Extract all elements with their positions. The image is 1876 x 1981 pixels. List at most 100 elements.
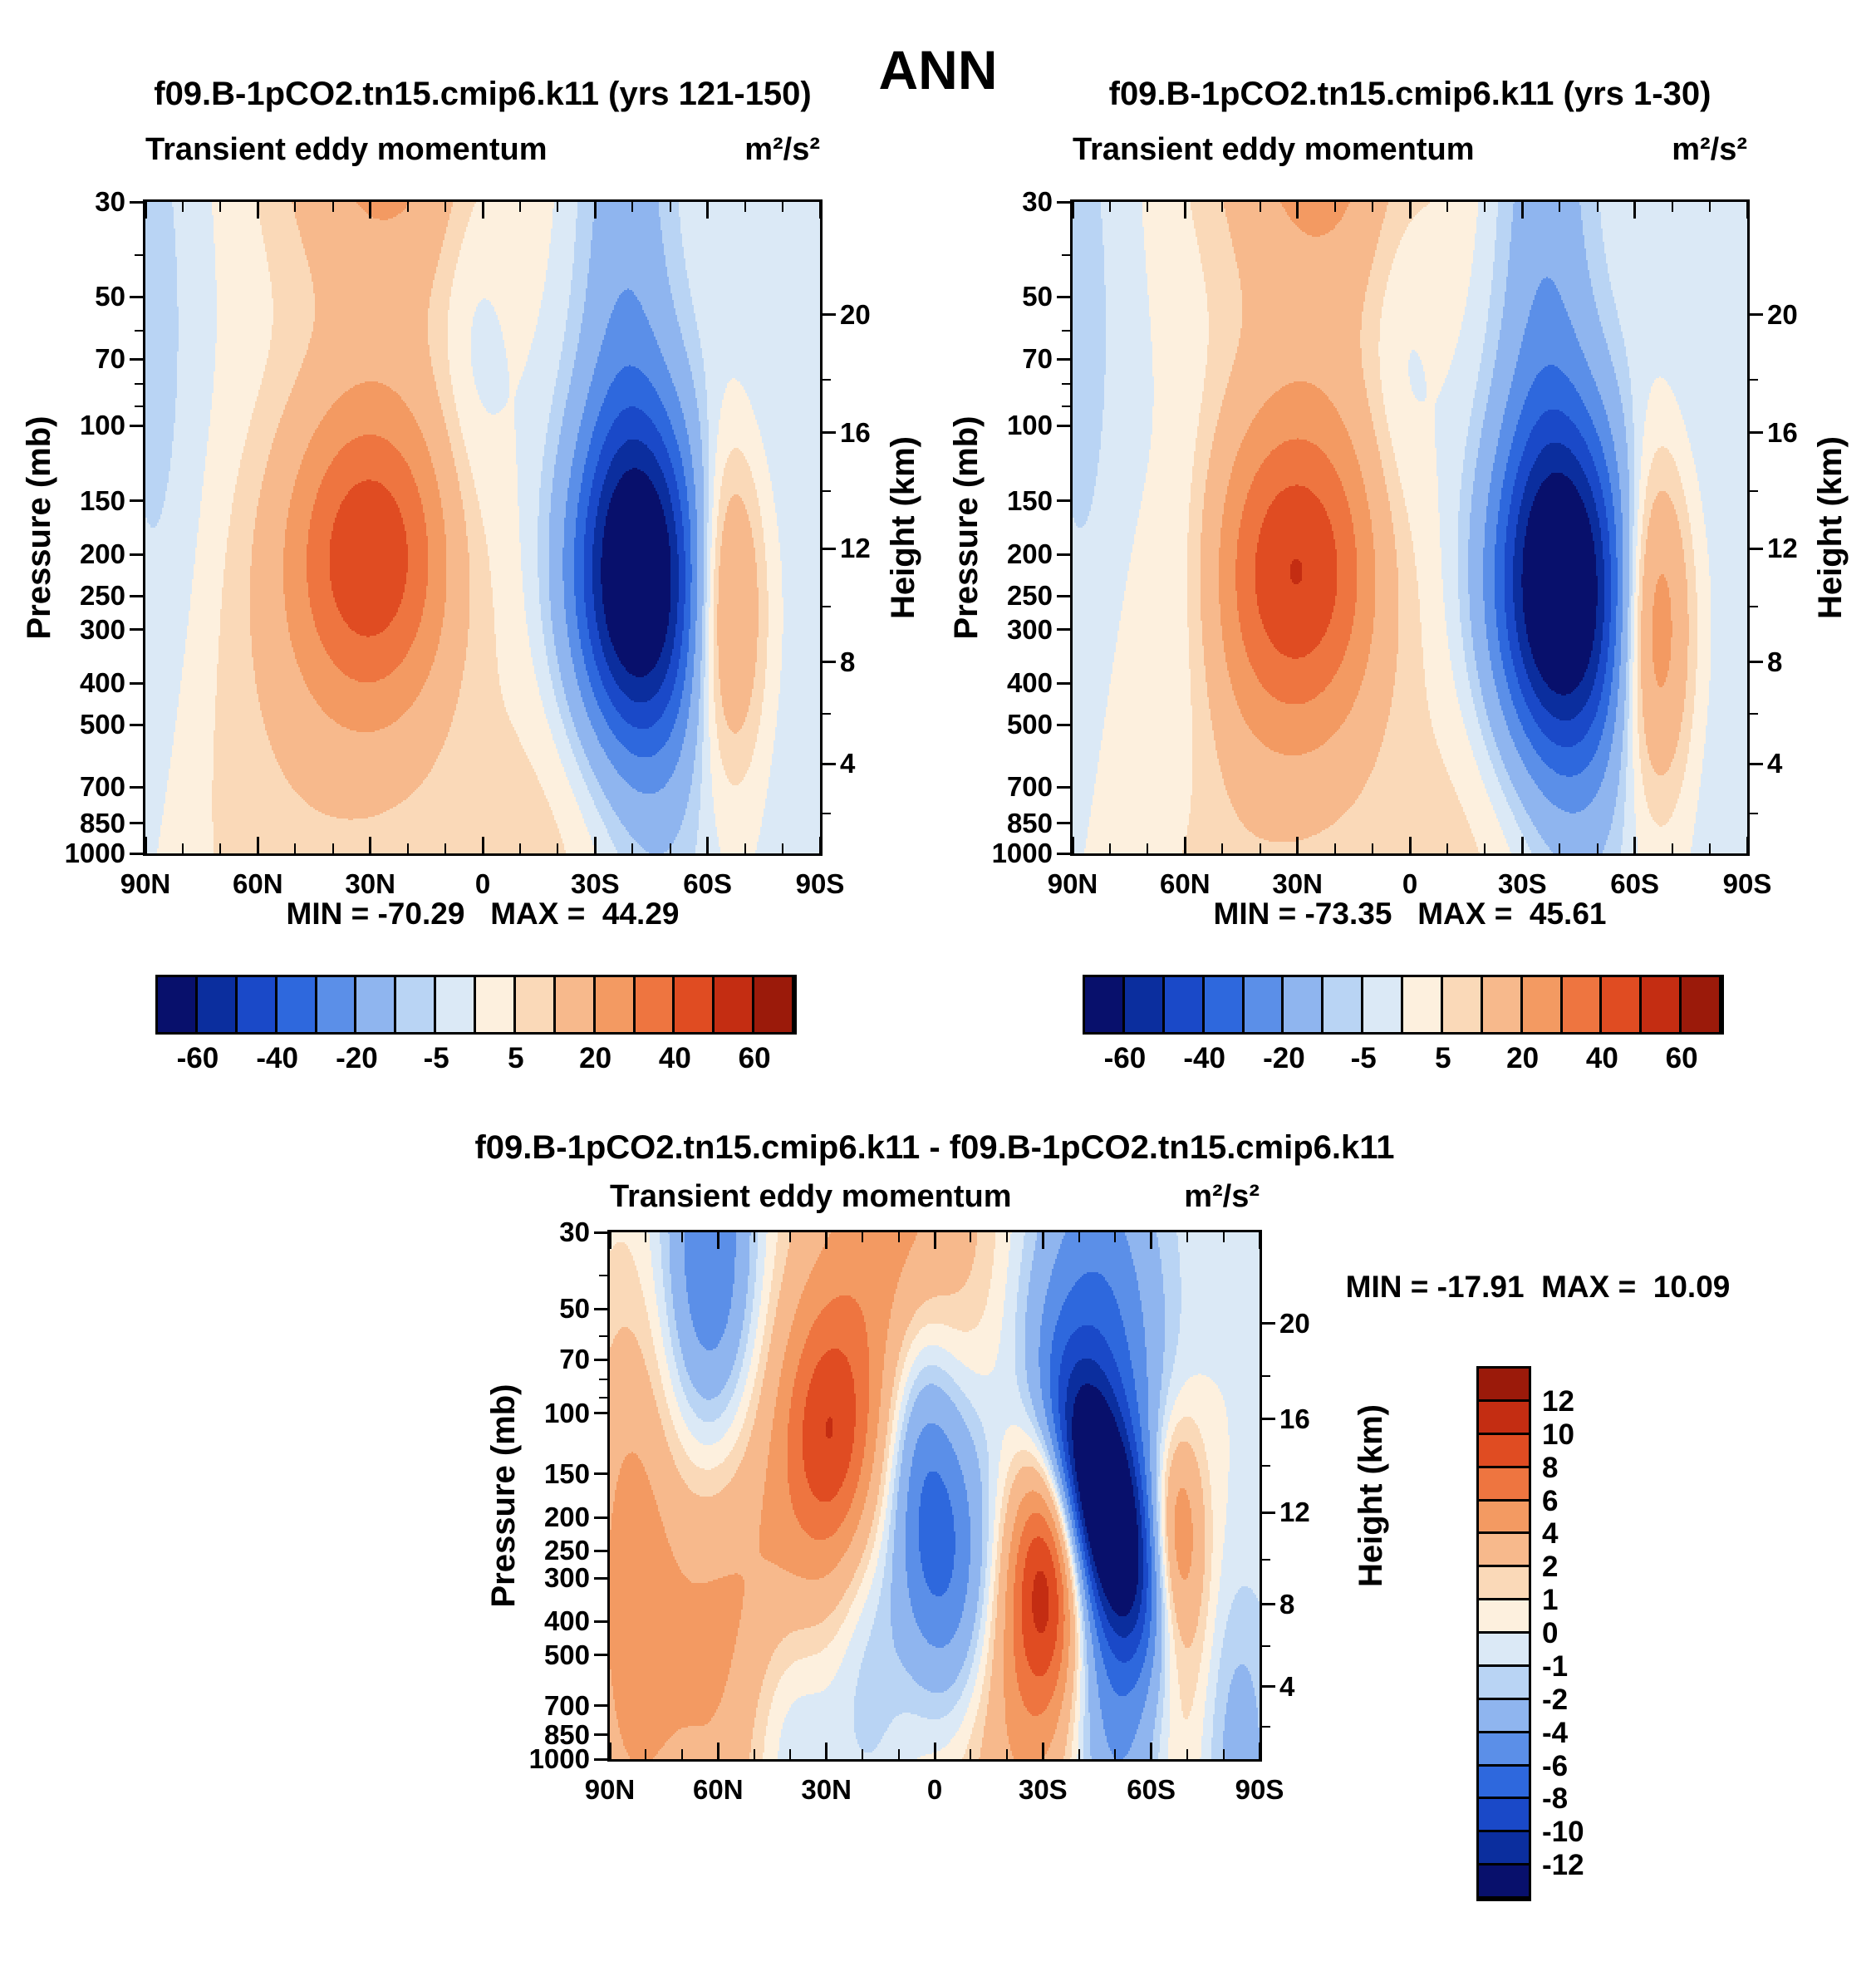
x-tick [557,843,559,853]
pressure-tick [594,1231,607,1234]
x-tick [406,202,409,212]
x-tick [1333,843,1336,853]
colorbar-segment [1479,1467,1529,1502]
x-tick [1259,202,1261,212]
height-tick [823,313,836,317]
colorbar-yrs-1-30: -60 -40 -20 -5 5 20 40 60 [1083,975,1724,1074]
height-tick-label: 4 [1279,1670,1295,1702]
x-tick [1408,837,1412,853]
colorbar-tick-label: 4 [1542,1517,1559,1551]
pressure-tick-label: 100 [79,410,125,441]
pressure-tick [130,200,143,204]
x-tick [1221,202,1224,212]
x-tick [1296,202,1299,219]
pressure-axis-title: Pressure (mb) [485,1384,522,1608]
colorbar-tick-label: -20 [336,1042,378,1074]
pressure-tick-label: 300 [1006,613,1053,645]
x-tick [706,202,710,219]
x-tick-label: 90N [1047,868,1098,899]
pressure-tick-label: 850 [79,807,125,838]
pressure-minor-tick [135,329,143,332]
pressure-tick [130,852,143,855]
pressure-tick [1057,200,1070,204]
pressure-tick [594,1472,607,1476]
min-max-label: MIN = -73.35 MAX = 45.61 [1213,897,1607,931]
x-tick [1183,837,1186,853]
x-tick [519,202,522,212]
colorbar-segment [1244,977,1284,1032]
pressure-tick-label: 150 [543,1457,590,1489]
colorbar-segment [158,977,198,1032]
x-tick-label: 30S [1018,1774,1068,1805]
x-tick [1746,837,1749,853]
x-tick [1520,202,1524,219]
panel-yrs-1-30: f09.B-1pCO2.tn15.cmip6.k11 (yrs 1-30) Tr… [948,76,1849,931]
x-tick [481,202,484,219]
pressure-tick [1057,594,1070,597]
pressure-tick-label: 30 [559,1217,590,1247]
pressure-tick-label: 400 [1006,667,1053,699]
x-tick [680,1749,683,1759]
pressure-tick [594,1704,607,1707]
height-minor-tick [1750,713,1758,715]
min-max-label: MIN = -70.29 MAX = 44.29 [286,897,680,931]
colorbar-tick-label: 12 [1542,1384,1574,1418]
x-tick [1596,202,1599,212]
x-tick [645,1232,647,1242]
colorbar-segment [1522,977,1563,1032]
x-tick [369,837,372,853]
x-tick [789,1232,792,1242]
x-tick [369,202,372,219]
pressure-tick-label: 500 [543,1639,590,1670]
colorbar-tick-label: 5 [508,1042,524,1074]
x-tick [970,1232,972,1242]
x-tick [645,1749,647,1759]
x-tick-label: 60S [1127,1774,1176,1805]
pressure-tick-label: 400 [543,1605,590,1637]
pressure-tick [130,681,143,685]
x-tick [1371,202,1373,212]
height-minor-tick [1262,1374,1270,1377]
pressure-tick [594,1576,607,1580]
x-tick [716,1232,719,1249]
x-tick-label: 30N [345,868,395,899]
colorbar-segment [237,977,277,1032]
pressure-tick-label: 70 [95,343,125,375]
x-tick [557,202,559,212]
pressure-tick [594,1307,607,1310]
colorbar-tick-label: 60 [1665,1042,1698,1074]
x-tick [631,843,634,853]
colorbar-tick-label: 20 [1506,1042,1540,1074]
colorbar-segment [1479,1401,1529,1435]
colorbar-tick-label: 2 [1542,1551,1559,1584]
x-tick-label: 30S [1497,868,1547,899]
colorbar-tick-label: 0 [1542,1617,1559,1649]
pressure-axis-title: Pressure (mb) [948,415,985,640]
colorbar-difference: 12 10 8 6 4 2 1 0 -1 -2 -4 -6 -8 -10 -12 [1476,1366,1584,1901]
x-tick [444,843,446,853]
height-tick [1750,661,1763,664]
height-tick [1262,1511,1275,1514]
panel-title: f09.B-1pCO2.tn15.cmip6.k11 (yrs 121-150) [154,76,812,112]
pressure-tick [130,723,143,726]
pressure-minor-tick [1062,405,1070,407]
x-tick [1147,202,1149,212]
x-tick [1559,843,1561,853]
height-tick [1750,431,1763,435]
pressure-tick [594,1549,607,1552]
pressure-tick-label: 300 [79,613,125,645]
pressure-tick [130,553,143,556]
height-tick-label: 16 [1279,1403,1310,1434]
x-tick-label: 90S [1235,1774,1284,1805]
pressure-tick-label: 850 [1006,807,1053,838]
height-tick [1750,547,1763,550]
pressure-tick [1057,424,1070,427]
x-tick [144,837,147,853]
field-name-label: Transient eddy momentum [610,1179,1012,1214]
pressure-tick [594,1516,607,1519]
colorbar-segment [476,977,516,1032]
x-tick [1408,202,1412,219]
pressure-minor-tick [1062,329,1070,332]
colorbar-tick-label: -8 [1542,1782,1569,1816]
colorbar-tick-label: -12 [1542,1849,1584,1882]
